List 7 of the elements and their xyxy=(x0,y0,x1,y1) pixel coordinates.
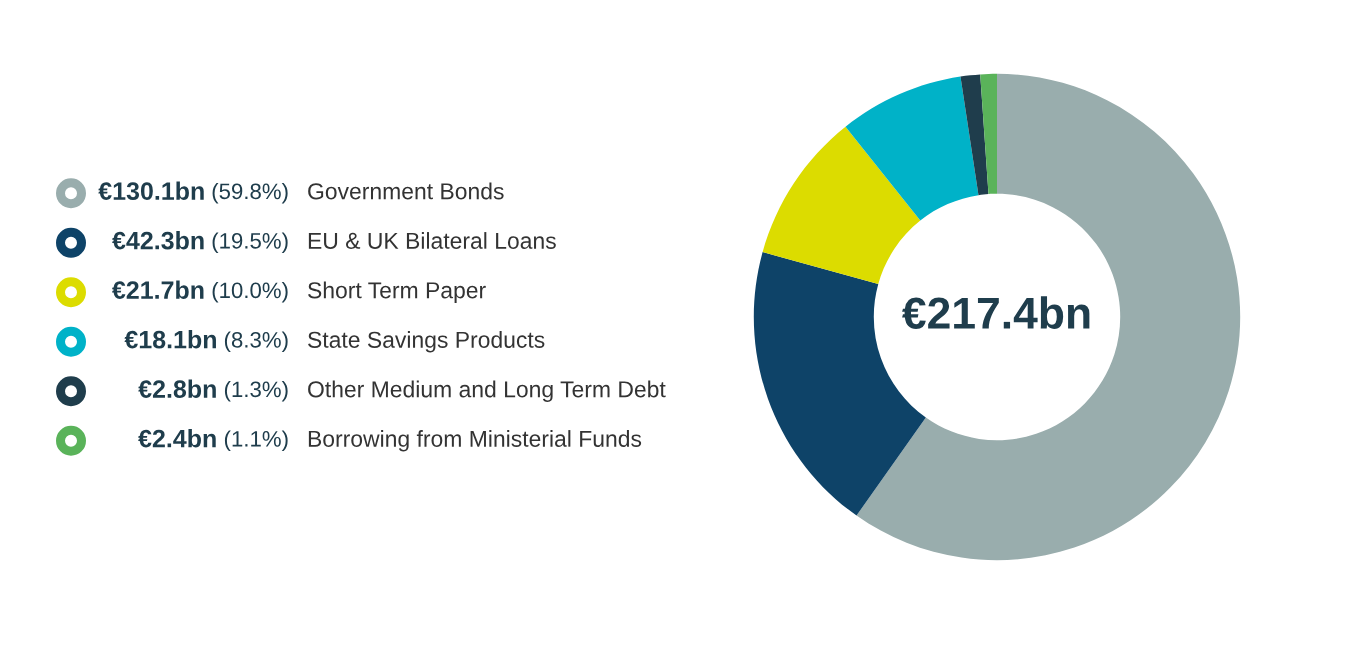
legend-label: €2.4bn (1.1%) Borrowing from Ministerial Funds xyxy=(138,429,642,452)
legend-label: €21.7bn (10.0%) Short Term Paper xyxy=(112,280,486,303)
legend-label: €130.1bn (59.8%) Government Bonds xyxy=(98,181,504,204)
legend-label: €2.8bn (1.3%) Other Medium and Long Term Debt xyxy=(138,379,666,402)
legend-label: €42.3bn (19.5%) EU & UK Bilateral Loans xyxy=(112,231,556,254)
legend-label: €18.1bn (8.3%) State Savings Products xyxy=(124,330,545,353)
text: €217.4bn xyxy=(902,296,1090,329)
